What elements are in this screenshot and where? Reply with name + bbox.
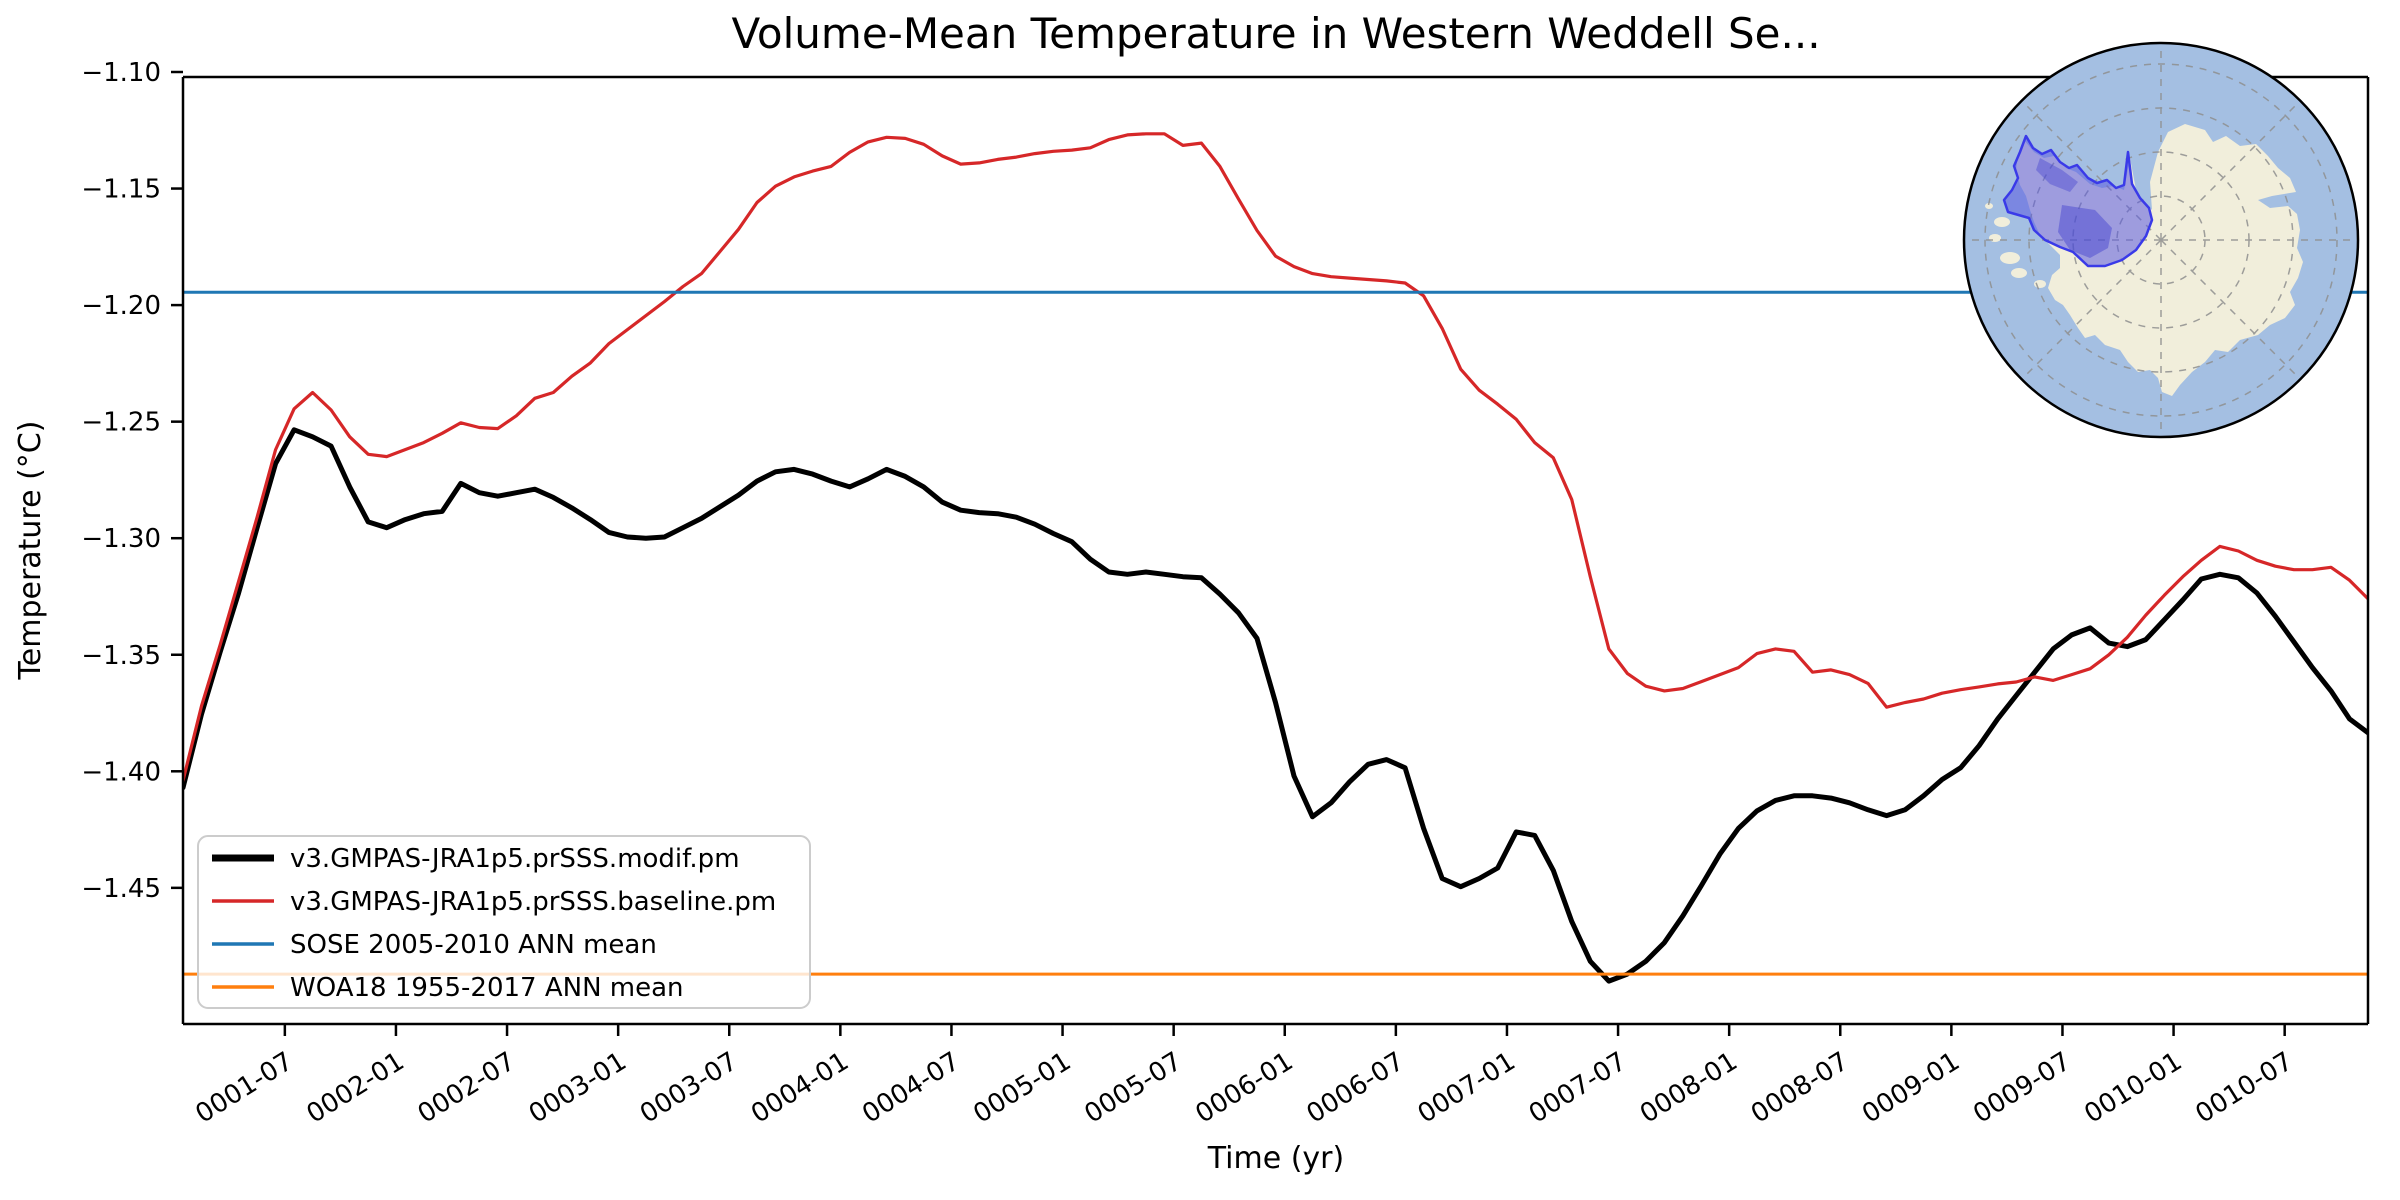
graticule-meridian [2021, 239, 2162, 380]
x-tick-label: 0010-07 [2190, 1046, 2298, 1129]
x-tick-label: 0009-07 [1968, 1046, 2076, 1129]
y-tick-label: −1.25 [81, 408, 161, 438]
legend: v3.GMPAS-JRA1p5.prSSS.modif.pm v3.GMPAS-J… [197, 835, 811, 1009]
x-tick-label: 0003-07 [635, 1046, 743, 1129]
map-islands [1985, 203, 2046, 288]
x-tick-label: 0008-01 [1635, 1046, 1743, 1129]
y-tick-label: −1.40 [81, 757, 161, 787]
x-tick-label: 0008-07 [1746, 1046, 1854, 1129]
x-tick-label: 0009-01 [1857, 1046, 1965, 1129]
x-tick-label: 0005-07 [1079, 1046, 1187, 1129]
map-border [1962, 41, 2360, 439]
y-axis-ticks: −1.10 −1.15 −1.20 −1.25 −1.30 −1.35 −1.40 −1.45 [81, 58, 183, 904]
x-tick-label: 0002-01 [302, 1046, 410, 1129]
legend-rows: v3.GMPAS-JRA1p5.prSSS.modif.pm v3.GMPAS-J… [212, 844, 776, 1003]
chart-title: Volume-Mean Temperature in Western Wedde… [731, 9, 1820, 58]
y-tick-label: −1.30 [81, 524, 161, 554]
x-tick-label: 0004-01 [746, 1046, 854, 1129]
x-tick-label: 0002-07 [413, 1046, 521, 1129]
legend-label-3: WOA18 1955-2017 ANN mean [290, 973, 684, 1003]
y-tick-label: −1.45 [81, 874, 161, 904]
graticule-meridian [2160, 239, 2301, 380]
x-axis-ticks: 0001-07 0002-01 0002-07 0003-01 0003-07 0004-… [190, 1024, 2298, 1130]
x-tick-label: 0005-01 [968, 1046, 1076, 1129]
antarctica-inset-map [1962, 41, 2360, 439]
x-tick-label: 0010-01 [2079, 1046, 2187, 1129]
legend-label-2: SOSE 2005-2010 ANN mean [290, 930, 657, 960]
axes-spines [181, 75, 2370, 1026]
x-tick-label: 0006-07 [1302, 1046, 1410, 1129]
series-line-baseline [183, 132, 2368, 783]
legend-label-0: v3.GMPAS-JRA1p5.prSSS.modif.pm [290, 844, 740, 874]
weddell-region-highlight [2002, 134, 2154, 268]
y-tick-label: −1.35 [81, 641, 161, 671]
graticule-circle [1984, 63, 2338, 417]
x-tick-label: 0007-01 [1413, 1046, 1521, 1129]
x-tick-label: 0003-01 [524, 1046, 632, 1129]
x-tick-label: 0006-01 [1190, 1046, 1298, 1129]
legend-box [197, 835, 811, 1009]
y-axis-label: Temperature (°C) [13, 421, 48, 681]
series-line-modif [183, 427, 2368, 984]
x-tick-label: 0004-07 [857, 1046, 965, 1129]
x-tick-label: 0007-07 [1524, 1046, 1632, 1129]
graticule-meridian [2160, 100, 2301, 241]
x-tick-label: 0001-07 [190, 1046, 298, 1129]
y-tick-label: −1.15 [81, 175, 161, 205]
legend-label-1: v3.GMPAS-JRA1p5.prSSS.baseline.pm [290, 887, 776, 917]
y-tick-label: −1.20 [81, 291, 161, 321]
x-axis-label: Time (yr) [1207, 1141, 1344, 1176]
y-tick-label: −1.10 [81, 58, 161, 88]
map-graticule [1964, 43, 2358, 437]
